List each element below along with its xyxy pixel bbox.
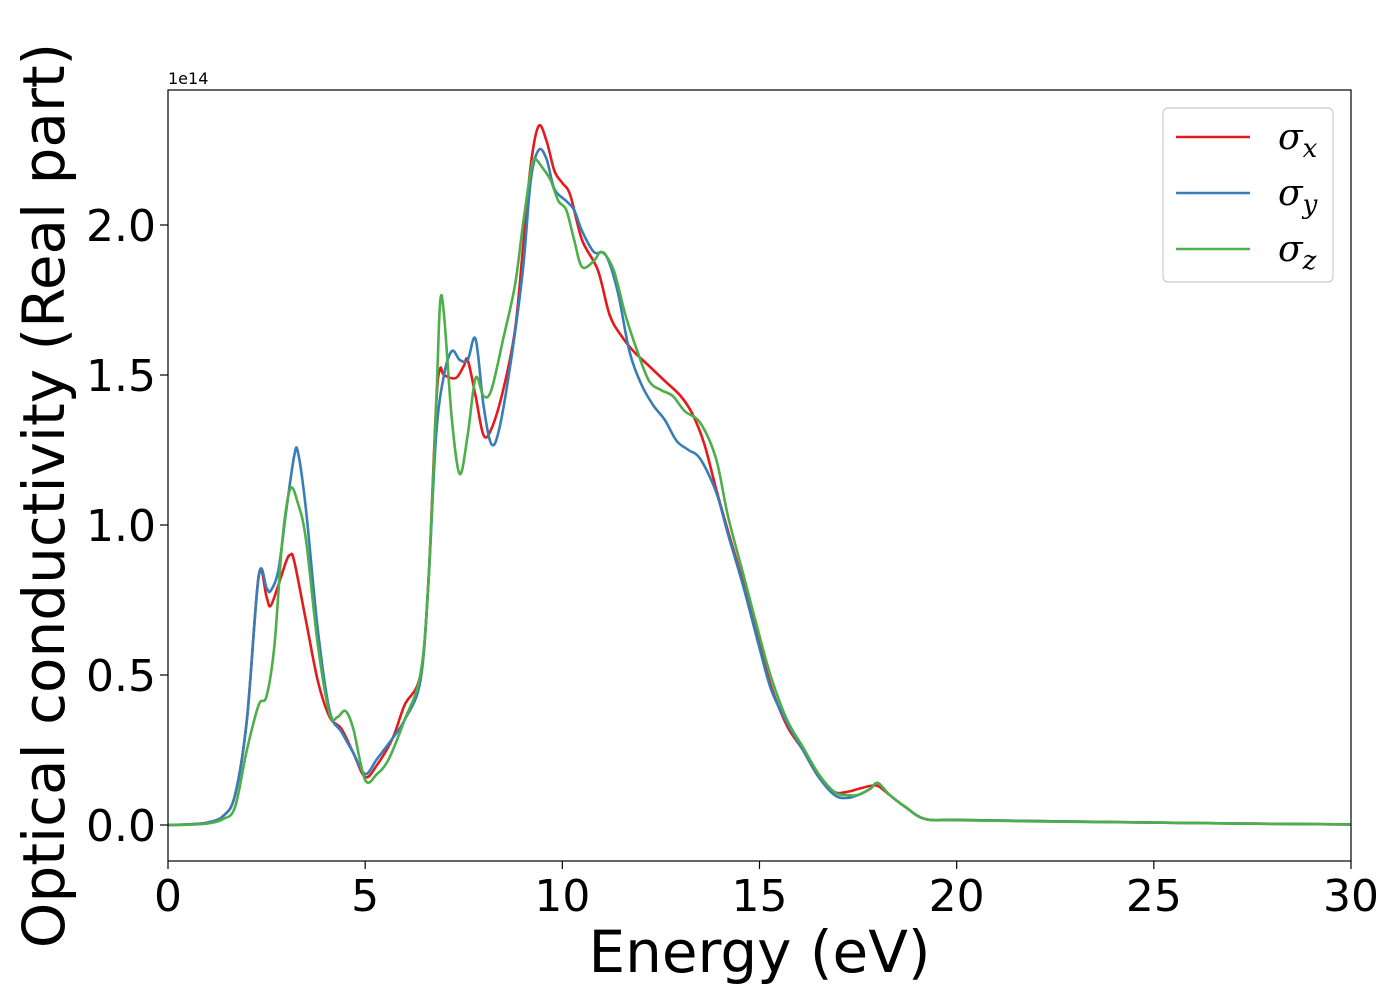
x-tick-label: 5: [351, 871, 379, 922]
x-tick-label: 0: [154, 871, 182, 922]
series-lines: [168, 123, 1351, 827]
y-offset-label: 1e14: [168, 69, 208, 88]
x-tick-label: 25: [1126, 871, 1182, 922]
y-axis-label: Optical conductivity (Real part): [10, 43, 78, 948]
y-tick-label: 0.5: [86, 651, 156, 702]
series-line-z: [168, 157, 1351, 827]
legend-label-x: σx: [1278, 117, 1318, 164]
y-tick-label: 0.0: [86, 801, 156, 852]
x-tick-label: 30: [1323, 871, 1379, 922]
legend-label-y: σy: [1278, 173, 1318, 220]
y-tick-label: 1.0: [86, 501, 156, 552]
x-tick-label: 10: [534, 871, 590, 922]
series-line-y: [168, 147, 1351, 827]
legend-box: [1162, 107, 1334, 283]
x-axis: 0 5 10 15 20 25 30: [154, 861, 1379, 922]
x-axis-label: Energy (eV): [588, 918, 930, 986]
y-tick-label: 1.5: [86, 351, 156, 402]
y-tick-label: 2.0: [86, 201, 156, 252]
y-axis: 0.0 0.5 1.0 1.5 2.0: [86, 201, 168, 852]
x-tick-label: 15: [732, 871, 788, 922]
x-tick-label: 20: [929, 871, 985, 922]
legend: σx σy σz: [1162, 107, 1334, 283]
legend-label-z: σz: [1278, 229, 1317, 276]
